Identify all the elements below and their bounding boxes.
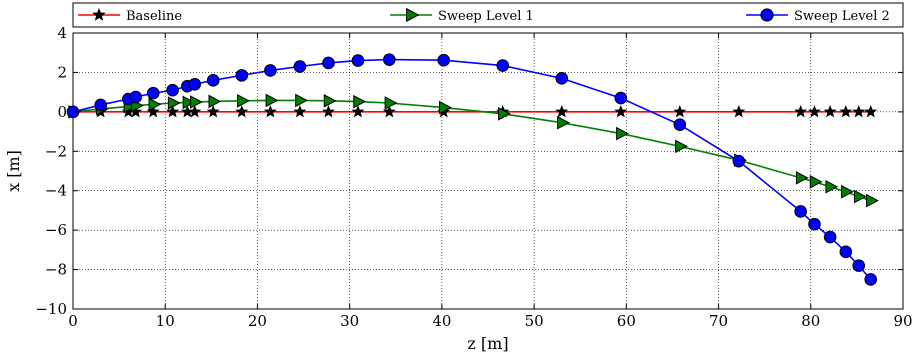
data-point	[557, 115, 570, 130]
series-2	[68, 93, 879, 208]
data-point	[264, 64, 277, 77]
data-point	[208, 94, 222, 109]
data-point	[732, 154, 746, 168]
data-point	[383, 53, 396, 66]
data-point	[293, 60, 307, 73]
data-point	[555, 105, 569, 118]
y-tick-label: 2	[57, 63, 67, 81]
x-tick-label: 10	[156, 312, 175, 330]
axes-layer: 0 10 20 30 40 50 60 70 80 90 −10 −8 −6 −4 −2 0 2 4	[35, 24, 912, 330]
data-point	[235, 69, 249, 82]
y-tick-label: −10	[35, 300, 67, 318]
legend-marker	[406, 7, 420, 23]
x-tick-label: 90	[893, 312, 912, 330]
data-point	[353, 94, 367, 109]
y-tick-label: 0	[57, 103, 67, 121]
data-point	[794, 205, 807, 218]
x-tick-label: 50	[525, 312, 544, 330]
data-point	[809, 175, 823, 189]
legend: Baseline Sweep Level 1 Sweep Level 2	[72, 2, 904, 28]
data-point	[263, 105, 277, 118]
data-point	[182, 95, 196, 110]
data-point	[866, 193, 879, 208]
data-point	[496, 59, 510, 72]
data-point	[437, 53, 451, 67]
legend-label: Sweep Level 2	[794, 9, 890, 24]
data-point	[439, 100, 452, 115]
data-point	[323, 94, 337, 108]
x-tick-label: 80	[801, 312, 820, 330]
data-point	[498, 107, 511, 121]
data-point	[675, 139, 688, 154]
data-point	[382, 105, 396, 118]
legend-label: Sweep Level 1	[438, 9, 534, 24]
data-point	[237, 94, 250, 108]
data-point	[206, 74, 220, 87]
data-point	[732, 105, 746, 118]
data-point	[854, 189, 867, 204]
data-point	[129, 90, 143, 104]
data-point	[235, 105, 249, 118]
legend-marker	[760, 8, 774, 22]
data-point	[351, 54, 365, 67]
y-tick-label: −2	[45, 142, 67, 160]
legend-label: Baseline	[126, 9, 182, 24]
data-point	[823, 230, 837, 244]
data-point	[864, 105, 878, 118]
series-line	[72, 58, 872, 280]
y-tick-label: 4	[57, 24, 67, 42]
data-point	[321, 105, 335, 118]
data-point	[206, 105, 220, 118]
data-point	[166, 105, 180, 118]
data-point	[864, 273, 878, 286]
y-tick-label: −4	[45, 182, 67, 200]
legend-marker	[92, 7, 106, 21]
x-tick-label: 60	[617, 312, 636, 330]
y-tick-label: −6	[45, 221, 67, 239]
data-point	[94, 98, 107, 112]
data-point	[295, 93, 308, 108]
series-3	[66, 53, 878, 286]
data-point	[825, 179, 839, 194]
data-point	[322, 56, 335, 70]
data-point	[616, 126, 629, 141]
x-tick-label: 0	[68, 312, 78, 330]
data-point	[795, 171, 809, 185]
data-point	[384, 96, 398, 110]
data-point	[839, 105, 853, 118]
x-tick-label: 30	[340, 312, 359, 330]
data-point	[555, 72, 569, 85]
x-tick-label: 70	[709, 312, 728, 330]
data-point	[852, 259, 866, 272]
data-point	[188, 77, 202, 91]
data-point	[190, 95, 203, 109]
data-point	[265, 93, 279, 108]
data-point	[166, 83, 179, 97]
data-point	[167, 96, 181, 110]
data-point	[852, 105, 866, 118]
data-point	[841, 184, 854, 199]
data-point	[614, 105, 628, 118]
x-axis-label: z [m]	[467, 334, 508, 353]
data-point	[614, 91, 628, 105]
data-point	[351, 105, 365, 118]
data-point	[146, 86, 160, 100]
data-point	[823, 105, 837, 118]
y-axis-label: x [m]	[4, 150, 23, 192]
data-point	[673, 118, 687, 131]
data-point	[839, 245, 853, 259]
data-point	[807, 105, 821, 118]
plot-frame	[72, 32, 904, 310]
x-tick-label: 20	[248, 312, 267, 330]
data-point	[188, 105, 202, 118]
x-tick-label: 40	[432, 312, 451, 330]
y-tick-label: −8	[45, 261, 67, 279]
data-point	[148, 97, 162, 112]
data-point	[808, 217, 821, 231]
data-point	[794, 105, 808, 118]
data-point	[673, 105, 687, 118]
data-point	[293, 105, 307, 118]
series-layer	[66, 53, 879, 286]
